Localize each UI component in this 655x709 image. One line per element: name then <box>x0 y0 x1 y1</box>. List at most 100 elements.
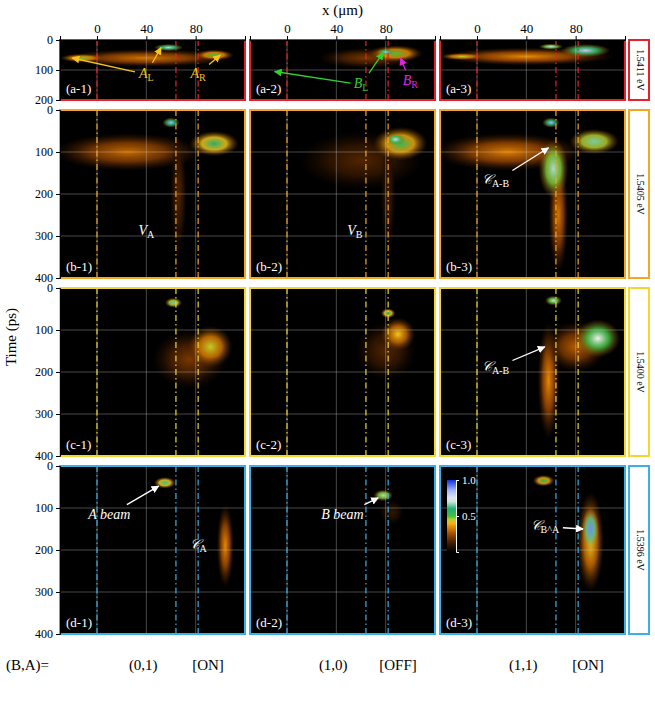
figure: x (μm)Time (ps)(a-1)ALAR040800100200(a-2… <box>0 0 655 709</box>
annotation-subscript: A-B <box>492 179 510 190</box>
intensity-spot <box>539 139 569 198</box>
panel-label: (d-1) <box>66 615 92 630</box>
guide-line <box>96 110 97 278</box>
grid-line <box>477 288 478 456</box>
grid-line <box>97 288 98 456</box>
grid-line <box>287 288 288 456</box>
guide-line <box>476 288 477 456</box>
guide-line <box>198 110 199 278</box>
tick-mark <box>576 36 577 40</box>
tick-mark <box>56 372 60 373</box>
y-tick: 300 <box>35 407 60 421</box>
x-tick-label: 0 <box>474 21 481 36</box>
state-label: (B,A)= <box>6 657 49 674</box>
grid-line <box>250 236 435 237</box>
intensity-spot <box>373 127 427 161</box>
grid-line <box>440 550 625 551</box>
intensity-spot <box>299 131 422 190</box>
y-tick-label: 300 <box>35 585 53 599</box>
axis-domain <box>56 289 61 457</box>
annotation-subscript: A <box>147 229 155 240</box>
y-tick-label: 0 <box>47 103 53 117</box>
y-tick-label: 0 <box>47 281 53 295</box>
column-status: [OFF] <box>379 657 417 673</box>
tick-mark <box>386 36 387 40</box>
grid-line <box>440 414 625 415</box>
panel: (b-2)VB <box>250 110 435 278</box>
annotation: 𝒞A <box>190 537 208 554</box>
y-tick-label: 200 <box>35 365 53 379</box>
grid-line <box>440 152 625 153</box>
y-tick: 300 <box>35 229 60 243</box>
guide-line <box>175 288 176 456</box>
y-tick: 0 <box>47 103 60 117</box>
axis-domain <box>457 481 460 553</box>
guide-line <box>175 110 176 278</box>
plot-area <box>60 466 245 634</box>
axis-domain <box>56 467 61 635</box>
annotation-subscript: B^A <box>541 524 560 535</box>
grid-line <box>287 110 288 278</box>
y-tick-label: 300 <box>35 407 53 421</box>
annotation-arrow <box>512 347 544 361</box>
figure-svg: x (μm)Time (ps)(a-1)ALAR040800100200(a-2… <box>0 0 655 709</box>
intensity-spot <box>60 49 235 67</box>
y-tick-label: 100 <box>35 145 53 159</box>
intensity-spot <box>533 475 555 487</box>
panel-frame <box>60 466 245 634</box>
guide-line <box>96 466 97 634</box>
panel: (a-3) <box>438 40 625 100</box>
tick-mark <box>526 36 527 40</box>
panel-frame <box>440 288 625 456</box>
guide-line <box>388 288 389 456</box>
grid-line <box>477 40 478 100</box>
panel-frame <box>60 288 245 456</box>
panel: (d-3)𝒞B^A1.00.5 <box>440 466 625 634</box>
guide-line <box>175 466 176 634</box>
panel-background <box>250 288 435 456</box>
plot-area <box>440 40 625 100</box>
y-tick-label: 100 <box>35 323 53 337</box>
panel-background <box>60 288 245 456</box>
x-tick-label: 0 <box>94 21 101 36</box>
plot-area <box>60 288 245 456</box>
x-tick: 0 <box>94 21 101 40</box>
intensity-spot <box>380 500 405 525</box>
panel-label: (d-2) <box>256 615 282 630</box>
energy-box <box>629 288 649 456</box>
tick-mark <box>146 36 147 40</box>
colorbar-tick: 0.5 <box>456 510 476 522</box>
plot-area <box>440 288 625 456</box>
intensity-spot <box>576 320 620 358</box>
annotation-subscript: A-B <box>492 365 510 376</box>
annotation-text: A <box>190 66 200 81</box>
intensity-spot <box>570 129 619 154</box>
guide-line <box>198 288 199 456</box>
annotation: B beam <box>321 508 363 523</box>
tick-mark <box>456 516 459 517</box>
annotation-arrow <box>152 48 161 63</box>
panel-frame <box>440 466 625 634</box>
tick-mark <box>56 330 60 331</box>
y-tick-label: 0 <box>47 33 53 47</box>
grid-line <box>250 194 435 195</box>
y-tick: 200 <box>35 365 60 379</box>
panel-frame <box>60 110 245 278</box>
y-tick-label: 100 <box>35 63 53 77</box>
panel-label: (c-1) <box>66 437 91 452</box>
panel-background <box>250 466 435 634</box>
panel-background <box>250 110 435 278</box>
guide-line <box>555 110 556 278</box>
grid-line <box>250 70 435 71</box>
guide-line <box>96 40 97 100</box>
plot-area <box>60 110 245 278</box>
annotation-arrow <box>512 148 548 171</box>
panel-background <box>250 40 435 100</box>
guide-line <box>286 466 287 634</box>
y-tick: 100 <box>35 501 60 515</box>
panel: (c-1) <box>60 288 245 456</box>
tick-mark <box>56 592 60 593</box>
guide-line <box>476 466 477 634</box>
grid-line <box>60 152 245 153</box>
plot-area <box>60 40 245 100</box>
